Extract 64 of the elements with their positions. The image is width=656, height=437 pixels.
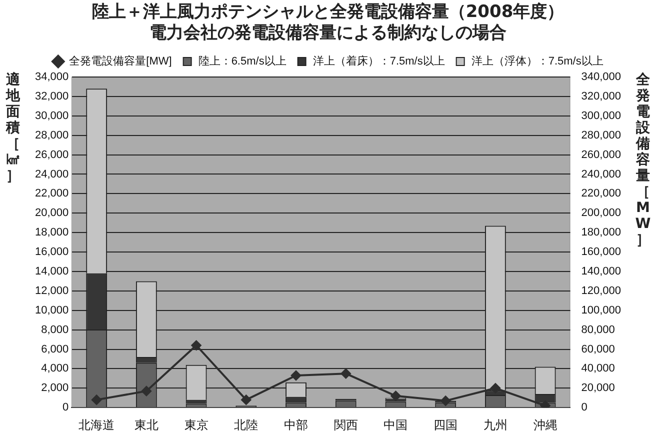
y2-tick-label: 100,000	[581, 304, 622, 316]
x-tick-label: 関西	[334, 418, 358, 432]
y2-tick-label: 200,000	[581, 207, 622, 220]
legend-label: 洋上（着床）：7.5m/s以上	[312, 54, 445, 68]
y-tick-label: 20,000	[34, 207, 69, 220]
legend-label: 陸上：6.5m/s以上	[198, 54, 286, 68]
y2-tick-label: 140,000	[581, 266, 622, 278]
chart-title: 陸上＋洋上風力ポテンシャルと全発電設備容量（2008年度）	[90, 2, 566, 23]
legend-label: 全発電設備容量[MW]	[69, 54, 172, 68]
x-tick-label: 九州	[483, 418, 508, 432]
y-tick-label: 28,000	[34, 129, 69, 142]
y-tick-label: 14,000	[34, 266, 69, 278]
y2-tick-label: 40,000	[581, 362, 615, 375]
y-tick-label: 34,000	[34, 71, 69, 84]
y2-tick-label: 240,000	[581, 168, 622, 180]
point	[241, 394, 252, 405]
x-tick-label: 中国	[384, 418, 408, 432]
y-tick-label: 24,000	[34, 168, 69, 180]
y-tick-label: 16,000	[34, 246, 69, 258]
x-tick-label: 沖縄	[533, 418, 558, 432]
y2-tick-label: 60,000	[581, 343, 615, 356]
y-tick-label: 8,000	[41, 324, 69, 336]
y-tick-label: 22,000	[34, 188, 69, 200]
y-tick-label: 18,000	[34, 226, 69, 239]
y2-tick-label: 20,000	[581, 382, 615, 394]
y2-tick-label: 180,000	[581, 226, 622, 239]
point	[490, 383, 500, 394]
x-tick-label: 東京	[184, 418, 208, 432]
y-tick-label: 2,000	[41, 382, 69, 394]
point	[141, 386, 152, 396]
point	[92, 394, 102, 405]
y-tick-label: 26,000	[34, 148, 69, 161]
y-tick-label: 0	[62, 402, 69, 414]
x-tick-label: 四国	[434, 418, 458, 432]
legend-label: 洋上（浮体）：7.5m/s以上	[471, 54, 604, 68]
y2-tick-label: 300,000	[581, 110, 622, 122]
y2-tick-label: 340,000	[581, 71, 622, 84]
y-tick-label: 30,000	[34, 110, 69, 122]
point	[440, 396, 451, 406]
y-tick-label: 10,000	[34, 304, 69, 316]
x-tick-label: 北海道	[78, 418, 115, 432]
y2-tick-label: 0	[581, 402, 588, 414]
y2-tick-label: 280,000	[581, 129, 622, 142]
y2-tick-label: 220,000	[581, 188, 622, 200]
y2-tick-label: 260,000	[581, 148, 622, 161]
y-tick-label: 12,000	[34, 284, 69, 297]
point	[291, 370, 302, 381]
y2-tick-label: 80,000	[581, 324, 615, 336]
x-tick-label: 中部	[284, 418, 308, 432]
x-tick-label: 北陸	[234, 418, 258, 432]
y2-tick-label: 160,000	[581, 246, 622, 258]
y2-tick-label: 120,000	[581, 284, 622, 297]
y-tick-label: 6,000	[41, 343, 69, 356]
point	[390, 390, 401, 401]
x-tick-label: 東北	[134, 418, 158, 432]
y-tick-label: 4,000	[41, 362, 69, 375]
point	[191, 340, 202, 350]
y2-tick-label: 320,000	[581, 90, 622, 102]
text: 全発電設備容量［MW］	[635, 72, 651, 248]
y-tick-label: 32,000	[34, 90, 69, 102]
point	[340, 368, 351, 379]
point	[540, 400, 550, 408]
chart-subtitle: 電力会社の発電設備容量による制約なしの場合	[148, 23, 508, 44]
y-axis-title: 適地面積［㎢］	[4, 72, 21, 184]
